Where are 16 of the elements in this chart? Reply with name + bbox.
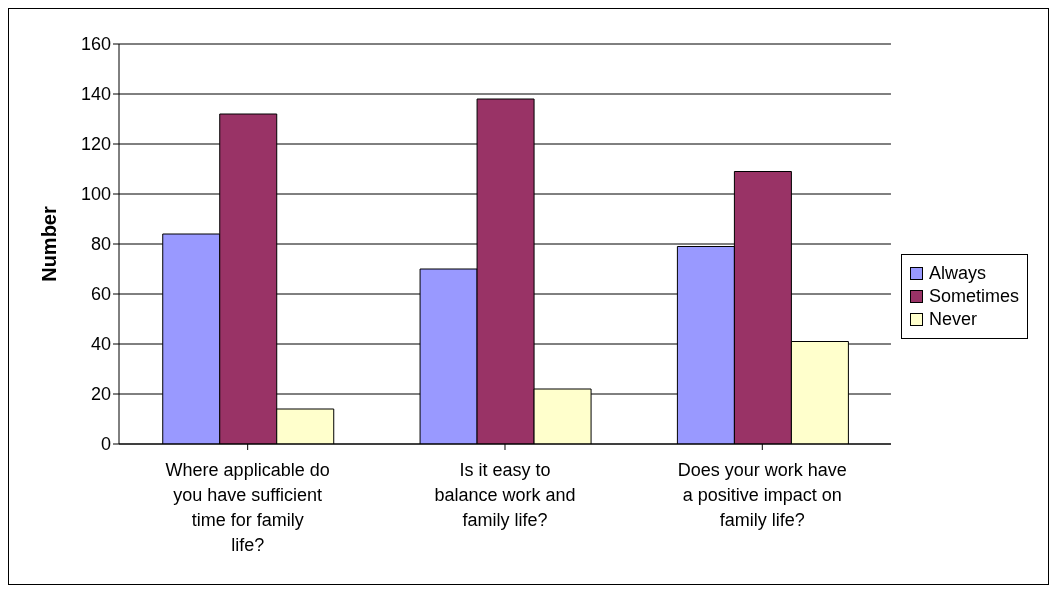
y-tick-label: 20 [90, 384, 111, 405]
legend-label: Sometimes [928, 286, 1019, 307]
y-tick-label: 60 [90, 284, 111, 305]
y-tick-label: 40 [90, 334, 111, 355]
legend-label: Never [928, 309, 977, 330]
y-axis-title: Number [38, 206, 61, 282]
y-tick-label: 120 [80, 134, 111, 155]
x-tick-label: Is it easy to balance work and family life? [434, 460, 576, 530]
y-tick-label: 0 [100, 434, 111, 455]
y-tick-label: 100 [80, 184, 111, 205]
x-tick-label: Does your work have a positive impact on family life? [677, 460, 847, 530]
y-tick-label: 140 [80, 84, 111, 105]
legend-label: Always [928, 263, 986, 284]
y-tick-label: 80 [90, 234, 111, 255]
x-tick-label: Where applicable do you have sufficient time for family life? [165, 460, 330, 555]
y-tick-label: 160 [80, 34, 111, 55]
